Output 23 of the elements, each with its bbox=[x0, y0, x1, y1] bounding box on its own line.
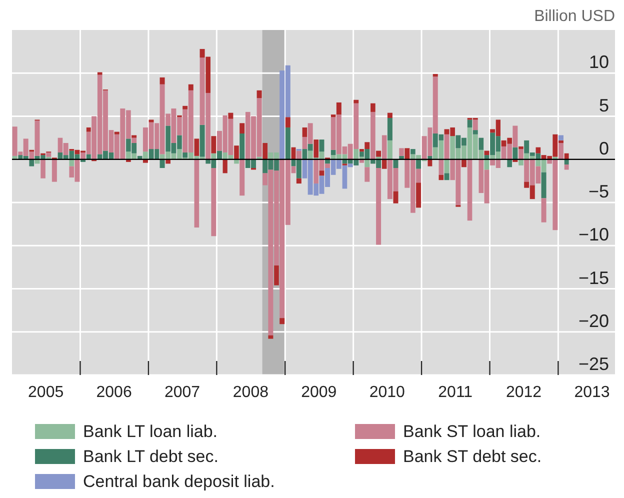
legend-label: Central bank deposit liab. bbox=[83, 472, 275, 491]
x-tick-label: 2012 bbox=[506, 384, 542, 401]
x-tick-label: 2007 bbox=[164, 384, 200, 401]
legend-label: Bank ST debt sec. bbox=[403, 447, 542, 466]
x-tick-label: 2008 bbox=[232, 384, 269, 401]
y-tick-label: −10 bbox=[578, 224, 609, 245]
legend-label: Bank LT loan liab. bbox=[83, 422, 218, 441]
y-axis-title: Billion USD bbox=[534, 8, 615, 25]
x-tick-label: 2010 bbox=[369, 384, 406, 401]
y-tick-label: −15 bbox=[578, 268, 609, 288]
x-tick-label: 2006 bbox=[96, 384, 132, 401]
x-tick-label: 2011 bbox=[438, 384, 473, 401]
x-tick-label: 2013 bbox=[574, 384, 610, 401]
x-tick-label: 2005 bbox=[28, 384, 64, 401]
x-tick-label: 2009 bbox=[301, 384, 337, 401]
legend-label: Bank ST loan liab. bbox=[403, 422, 541, 441]
y-tick-label: 5 bbox=[598, 95, 609, 116]
y-tick-label: −5 bbox=[588, 182, 609, 202]
y-tick-label: 0 bbox=[598, 138, 609, 158]
y-tick-label: 10 bbox=[588, 52, 609, 72]
legend-label: Bank LT debt sec. bbox=[83, 447, 218, 466]
y-tick-label: −20 bbox=[578, 310, 609, 331]
y-tick-label: −25 bbox=[578, 354, 609, 374]
